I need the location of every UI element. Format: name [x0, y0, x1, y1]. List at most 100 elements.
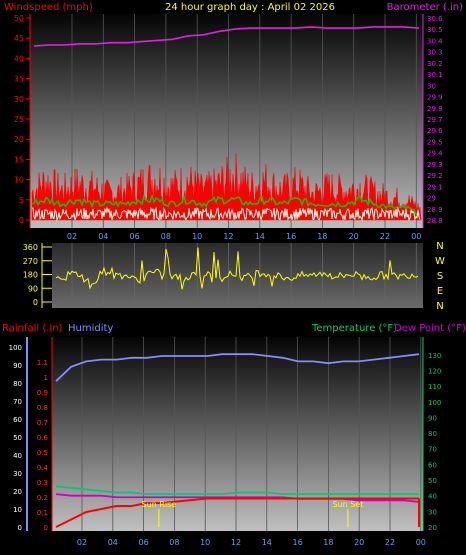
temperature-tick-label: 50	[428, 477, 437, 485]
rain-tick-label: 0.6	[37, 434, 49, 442]
temperature-tick-label: 60	[428, 461, 437, 469]
left-tick-label: 10	[14, 176, 24, 185]
rain-tick-label: 0.5	[37, 449, 48, 457]
direction-tick-label: 360	[23, 243, 38, 252]
compass-label: N	[436, 241, 443, 252]
right-tick-label: 30.5	[427, 26, 443, 34]
windspeed-axis-title: Windspeed (mph)	[4, 2, 93, 13]
x-tick-label: 14	[262, 538, 272, 547]
chart-main-title: 24 hour graph day : April 02 2026	[165, 2, 335, 13]
right-tick-label: 29.6	[427, 127, 443, 135]
x-tick-label: 18	[317, 232, 327, 241]
panel3-marks: Sun Rise Sun Set	[55, 353, 420, 528]
x-tick-label: 02	[67, 232, 77, 241]
panel3-axes: 02 04 06 08 10 12 14 16 18 20 22 000102030405060708…	[9, 337, 441, 547]
x-tick-label: 20	[349, 232, 359, 241]
compass-label: S	[437, 271, 443, 282]
left-tick-label: 20	[14, 135, 24, 144]
humidity-tick-label: 30	[13, 470, 22, 478]
left-tick-label: 30	[14, 95, 24, 104]
dewpoint-axis-title: Dew Point (°F)	[394, 323, 466, 334]
right-tick-label: 28.8	[427, 217, 443, 225]
left-tick-label: 45	[14, 34, 24, 43]
rainfall-axis-title: Rainfall (.in)	[2, 323, 63, 334]
rain-tick-label: 0	[44, 524, 48, 532]
x-tick-label: 08	[169, 538, 179, 547]
temperature-axis-title: Temperature (°F)	[311, 323, 397, 334]
x-tick-label: 12	[231, 538, 241, 547]
panel1-marks	[31, 26, 422, 222]
wind-direction-series	[55, 247, 419, 290]
compass-label: N	[436, 301, 443, 312]
right-tick-label: 29.2	[427, 172, 443, 180]
x-tick-label: 06	[139, 538, 149, 547]
panel3-background	[52, 337, 423, 531]
rain-tick-label: 0.8	[37, 404, 48, 412]
right-tick-label: 30.1	[427, 71, 443, 79]
sun-label: Sun Set	[332, 500, 363, 509]
left-tick-label: 15	[14, 155, 24, 164]
humidity-tick-label: 70	[13, 398, 22, 406]
x-tick-label: 04	[98, 232, 108, 241]
rain-tick-label: 0.2	[37, 494, 48, 502]
barometer-series	[33, 26, 420, 47]
x-tick-label: 06	[130, 232, 140, 241]
right-tick-label: 29.5	[427, 138, 443, 146]
humidity-tick-label: 90	[13, 362, 22, 370]
rain-tick-label: 0.7	[37, 419, 48, 427]
humidity-tick-label: 40	[13, 452, 22, 460]
temperature-tick-label: 130	[428, 352, 441, 360]
x-tick-label: 08	[161, 232, 171, 241]
wind-calm-series	[31, 206, 421, 222]
humidity-tick-label: 10	[13, 506, 22, 514]
rain-tick-label: 1	[44, 374, 48, 382]
panel2-marks	[55, 247, 419, 290]
compass-label: E	[437, 286, 443, 297]
right-tick-label: 29.9	[427, 94, 443, 102]
x-tick-label: 14	[255, 232, 265, 241]
panel1-axes: 02 04 06 08 10 12 14 16 18 20 22 000510152025303540…	[14, 14, 443, 241]
right-tick-label: 29.1	[427, 183, 443, 191]
humidity-tick-label: 80	[13, 380, 22, 388]
left-tick-label: 50	[14, 14, 24, 23]
humidity-tick-label: 60	[13, 416, 22, 424]
left-tick-label: 40	[14, 54, 24, 63]
temperature-tick-label: 80	[428, 430, 437, 438]
temperature-tick-label: 90	[428, 414, 437, 422]
direction-tick-label: 90	[28, 284, 38, 293]
direction-tick-label: 180	[23, 271, 38, 280]
dewpoint-series	[55, 493, 420, 503]
rain-tick-label: 0.4	[37, 464, 49, 472]
x-tick-label: 22	[380, 232, 390, 241]
humidity-axis-title: Humidity	[68, 323, 113, 334]
x-tick-label: 10	[192, 232, 202, 241]
right-tick-label: 30.4	[427, 37, 443, 45]
humidity-tick-label: 50	[13, 434, 22, 442]
right-tick-label: 30.3	[427, 49, 443, 57]
right-tick-label: 30.6	[427, 15, 443, 23]
temperature-tick-label: 40	[428, 493, 437, 501]
left-tick-label: 0	[19, 216, 24, 225]
x-tick-label: 12	[223, 232, 233, 241]
humidity-tick-label: 20	[13, 488, 22, 496]
right-tick-label: 29.3	[427, 161, 443, 169]
right-tick-label: 30	[427, 82, 436, 90]
compass-label: W	[435, 256, 445, 267]
x-tick-label: 18	[323, 538, 333, 547]
temperature-tick-label: 30	[428, 508, 437, 516]
x-tick-label: 02	[77, 538, 87, 547]
right-tick-label: 29.7	[427, 116, 443, 124]
sun-label: Sun Rise	[142, 500, 177, 509]
left-tick-label: 5	[19, 196, 24, 205]
x-tick-label: 04	[108, 538, 118, 547]
rain-tick-label: 0.3	[37, 479, 48, 487]
temperature-tick-label: 100	[428, 399, 441, 407]
left-tick-label: 25	[14, 115, 24, 124]
barometer-axis-title: Barometer (.in)	[387, 2, 463, 13]
rain-tick-label: 0.9	[37, 389, 48, 397]
x-tick-label: 00	[411, 232, 421, 241]
right-tick-label: 28.9	[427, 206, 443, 214]
windspeed-avg-series	[31, 193, 421, 216]
